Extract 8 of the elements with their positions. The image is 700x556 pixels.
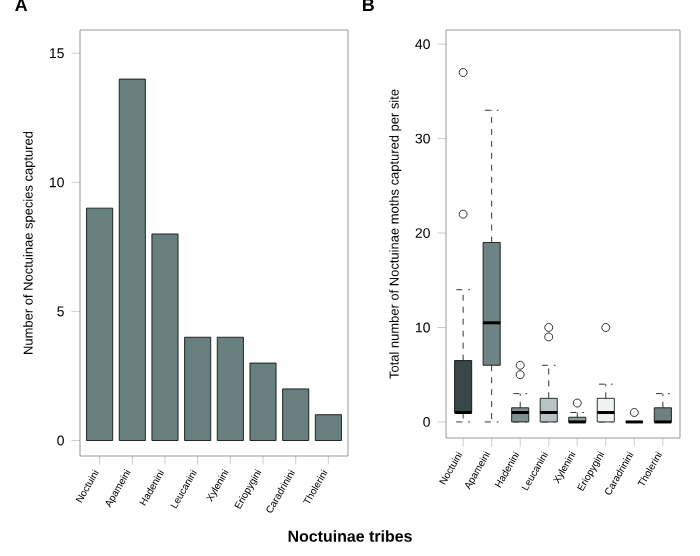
bar	[314, 414, 342, 441]
bar	[249, 362, 277, 441]
bar	[118, 78, 146, 441]
bar	[86, 207, 114, 441]
bar	[184, 336, 212, 441]
bar	[216, 336, 244, 441]
bar	[151, 233, 179, 441]
bar	[282, 388, 310, 441]
